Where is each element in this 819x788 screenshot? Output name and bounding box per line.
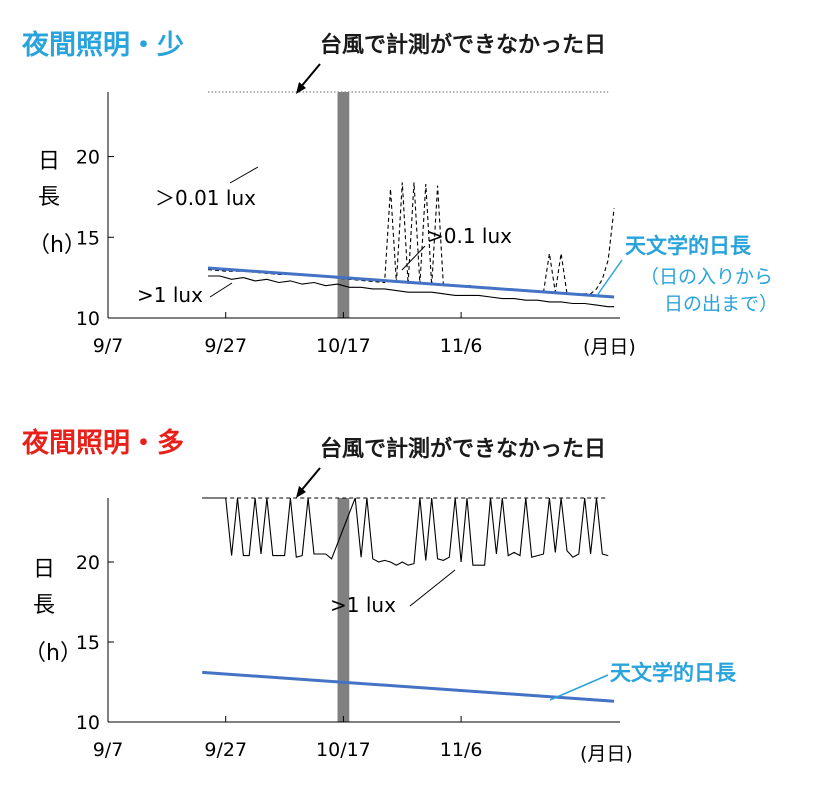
axis-layer-top: 20 15 10 9/7 9/27 10/17 11/6	[76, 92, 620, 357]
typhoon-arrow-head-top	[296, 82, 306, 94]
label-astro-sub2: 日の出まで）	[664, 293, 778, 315]
y-label-top-1: 日	[38, 149, 60, 174]
leader-astro-bottom	[549, 674, 609, 701]
typhoon-bar	[337, 498, 350, 722]
y-label-bottom-1: 日	[33, 557, 55, 582]
leader-lux001	[229, 166, 259, 184]
series-line-1	[202, 497, 609, 566]
leader-lux1-bottom	[409, 569, 456, 607]
x-tick-label: 11/6	[440, 739, 483, 761]
label-astro-top: 天文学的日長	[625, 234, 752, 258]
y-label-top-2: 長	[38, 185, 60, 210]
chart-panel-high-light: 夜間照明・多 台風で計測ができなかった日 20 15 10 9/7 9/27 10/17 1…	[21, 427, 737, 765]
series-layer-top	[207, 91, 615, 318]
y-tick-label: 15	[76, 632, 100, 654]
y-tick-label: 10	[76, 712, 100, 734]
x-tick-label: 9/7	[93, 739, 124, 761]
typhoon-arrow-head-bottom	[296, 486, 306, 498]
x-tick-label: 9/27	[204, 739, 247, 761]
label-lux1-top: >1 lux	[137, 283, 203, 307]
axis-layer-bottom: 20 15 10 9/7 9/27 10/17 11/6	[76, 498, 620, 761]
y-label-bottom-3: （h）	[24, 641, 82, 666]
typhoon-arrow-line-top	[299, 63, 321, 89]
x-tick-label: 9/27	[204, 335, 247, 357]
series-line-3	[207, 266, 615, 299]
label-lux01: >0.1 lux	[427, 224, 512, 248]
y-tick-label: 20	[76, 147, 100, 169]
label-astro-sub1: （日の入りから	[640, 266, 773, 288]
typhoon-label-top: 台風で計測ができなかった日	[320, 32, 606, 58]
chart-panel-low-light: 夜間照明・少 台風で計測ができなかった日 20 15 10 9/7 9/27 10/17 1…	[21, 29, 778, 358]
y-tick-label: 15	[76, 227, 100, 249]
y-tick-label: 20	[76, 552, 100, 574]
x-tick-label: 10/17	[316, 739, 371, 761]
chart-title-high: 夜間照明・多	[21, 427, 184, 459]
leader-lux01	[401, 245, 426, 271]
series-line-2	[208, 275, 615, 308]
label-astro-bottom: 天文学的日長	[610, 661, 737, 685]
typhoon-bar	[337, 92, 350, 318]
chart-title-low: 夜間照明・少	[21, 29, 184, 61]
x-tick-label: 9/7	[93, 335, 124, 357]
typhoon-label-bottom: 台風で計測ができなかった日	[320, 436, 606, 462]
x-unit-label-bottom: (月日)	[580, 743, 633, 765]
label-lux1-bottom: >1 lux	[330, 593, 396, 617]
typhoon-arrow-line-bottom	[299, 467, 321, 493]
x-tick-label: 10/17	[316, 335, 371, 357]
label-lux001: ＞0.01 lux	[155, 186, 256, 210]
leader-astro-top	[595, 259, 623, 298]
y-tick-label: 10	[76, 308, 100, 330]
series-line-1	[207, 182, 615, 295]
series-layer-bottom	[202, 497, 615, 722]
series-line-2	[202, 670, 615, 703]
x-unit-label-top: (月日)	[583, 336, 636, 358]
x-tick-label: 11/6	[440, 335, 483, 357]
y-label-bottom-2: 長	[33, 593, 55, 618]
leader-lux1-top	[209, 282, 233, 298]
y-label-top-3: （h）	[28, 233, 86, 258]
